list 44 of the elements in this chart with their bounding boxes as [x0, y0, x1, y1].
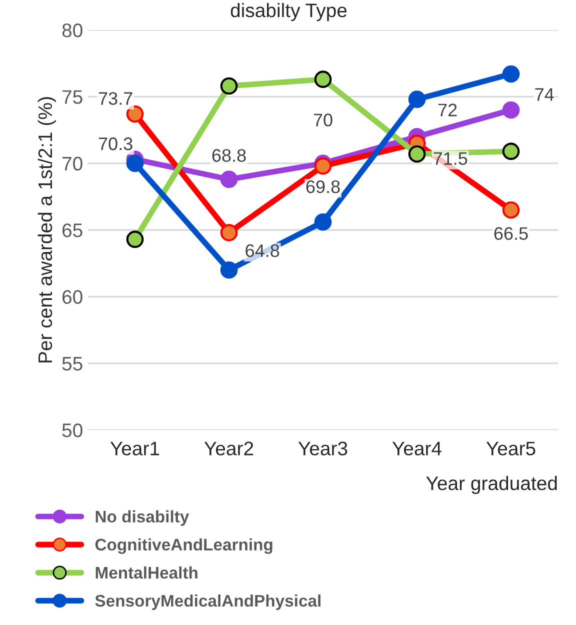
- point: [220, 224, 238, 242]
- x-tick-label: Year4: [392, 442, 442, 456]
- point: [220, 261, 238, 279]
- point: [314, 213, 332, 231]
- point: [408, 145, 426, 163]
- y-tick-label: 50: [62, 423, 82, 438]
- data-label: 68.8: [212, 149, 246, 162]
- point: [502, 201, 520, 219]
- point: [220, 77, 238, 95]
- data-label: 74: [535, 88, 554, 101]
- y-tick-label: 80: [62, 23, 82, 38]
- legend-label: No disabilty: [96, 510, 190, 526]
- point: [126, 105, 144, 123]
- y-tick-label: 70: [62, 156, 82, 171]
- x-tick-label: Year1: [110, 442, 160, 456]
- point: [502, 142, 520, 160]
- x-tick-label: Year2: [204, 442, 254, 456]
- point: [220, 170, 238, 188]
- chart-title: disabilty Type: [230, 3, 347, 22]
- point: [502, 101, 520, 119]
- data-label: 64.8: [246, 244, 280, 258]
- data-label: 66.5: [494, 227, 528, 240]
- x-tick-label: Year3: [298, 442, 348, 456]
- x-axis-title: Year graduated: [426, 476, 557, 494]
- legend-label: MentalHealth: [96, 566, 198, 579]
- data-label: 69.8: [306, 180, 340, 194]
- y-axis-title: Per cent awarded a 1st/2:1 (%): [38, 97, 56, 362]
- point: [314, 70, 332, 88]
- legend-label: CognitiveAndLearning: [95, 538, 272, 554]
- legend-label: SensoryMedicalAndPhysical: [95, 594, 320, 610]
- point: [126, 230, 144, 248]
- data-label: 70.3: [98, 137, 132, 150]
- data-label: 71.5: [434, 152, 468, 165]
- y-tick-label: 75: [62, 90, 82, 104]
- data-label: 72: [438, 104, 457, 116]
- data-label: 73.7: [98, 92, 132, 105]
- y-tick-label: 55: [62, 357, 82, 371]
- y-tick-label: 65: [62, 223, 82, 238]
- point: [502, 65, 520, 83]
- data-label: 70: [314, 114, 332, 126]
- point: [126, 154, 144, 172]
- x-tick-label: Year5: [486, 442, 536, 456]
- y-tick-label: 60: [62, 290, 82, 304]
- point: [408, 90, 426, 108]
